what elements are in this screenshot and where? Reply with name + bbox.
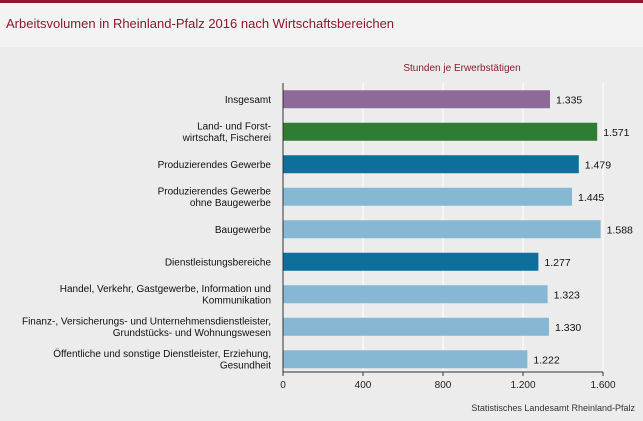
category-label: Dienstleistungsbereiche [165,257,272,268]
chart-header: Arbeitsvolumen in Rheinland-Pfalz 2016 n… [0,3,643,47]
category-labels: Insgesamt Land- und Forst-wirtschaft, Fis… [22,95,271,372]
category-label: Finanz-, Versicherungs- und Unternehmens… [22,317,271,328]
value-label: 1.330 [555,322,581,334]
category-label: Land- und Forst- [197,122,271,133]
category-label: Gesundheit [220,361,271,372]
bar [283,155,579,174]
value-labels: 1.335 1.571 1.479 1.445 1.588 1.277 1.323 1.330… [533,94,633,366]
value-label: 1.277 [544,257,570,269]
category-label: ohne Baugewerbe [190,198,272,209]
category-label: Öffentliche und sonstige Dienstleister, … [53,348,271,360]
value-label: 1.445 [578,192,604,204]
bar [283,252,539,271]
bar [283,90,550,109]
value-label: 1.479 [585,159,611,171]
category-label: Produzierendes Gewerbe [158,187,272,198]
category-label: Produzierendes Gewerbe [158,160,272,171]
top-accent-bar [0,0,643,3]
bar [283,220,601,239]
category-label: Insgesamt [225,95,271,106]
x-tick-label: 1.200 [510,380,535,391]
source-note: Statistisches Landesamt Rheinland-Pfalz [471,403,635,413]
value-label: 1.323 [554,289,580,301]
bars [283,90,601,369]
x-axis-label: Stunden je Erwerbstätigen [403,63,520,74]
x-tick-label: 0 [280,380,286,391]
bar [283,285,548,304]
bar [283,122,598,141]
category-label: Handel, Verkehr, Gastgewerbe, Informatio… [60,284,271,295]
bar [283,350,528,369]
value-label: 1.571 [603,127,629,139]
chart-title: Arbeitsvolumen in Rheinland-Pfalz 2016 n… [6,16,395,31]
x-axis: 0 400 800 1.200 1.600 [280,83,616,391]
x-tick-label: 1.600 [590,380,615,391]
category-label: Kommunikation [202,296,271,307]
category-label: Baugewerbe [215,225,272,236]
category-label: wirtschaft, Fischerei [182,133,271,144]
bar [283,317,549,336]
value-label: 1.222 [533,354,559,366]
category-label: Grundstücks- und Wohnungswesen [113,328,271,339]
value-label: 1.588 [607,224,633,236]
x-tick-label: 400 [355,380,372,391]
value-label: 1.335 [556,94,582,106]
x-tick-label: 800 [435,380,452,391]
bar [283,187,572,206]
